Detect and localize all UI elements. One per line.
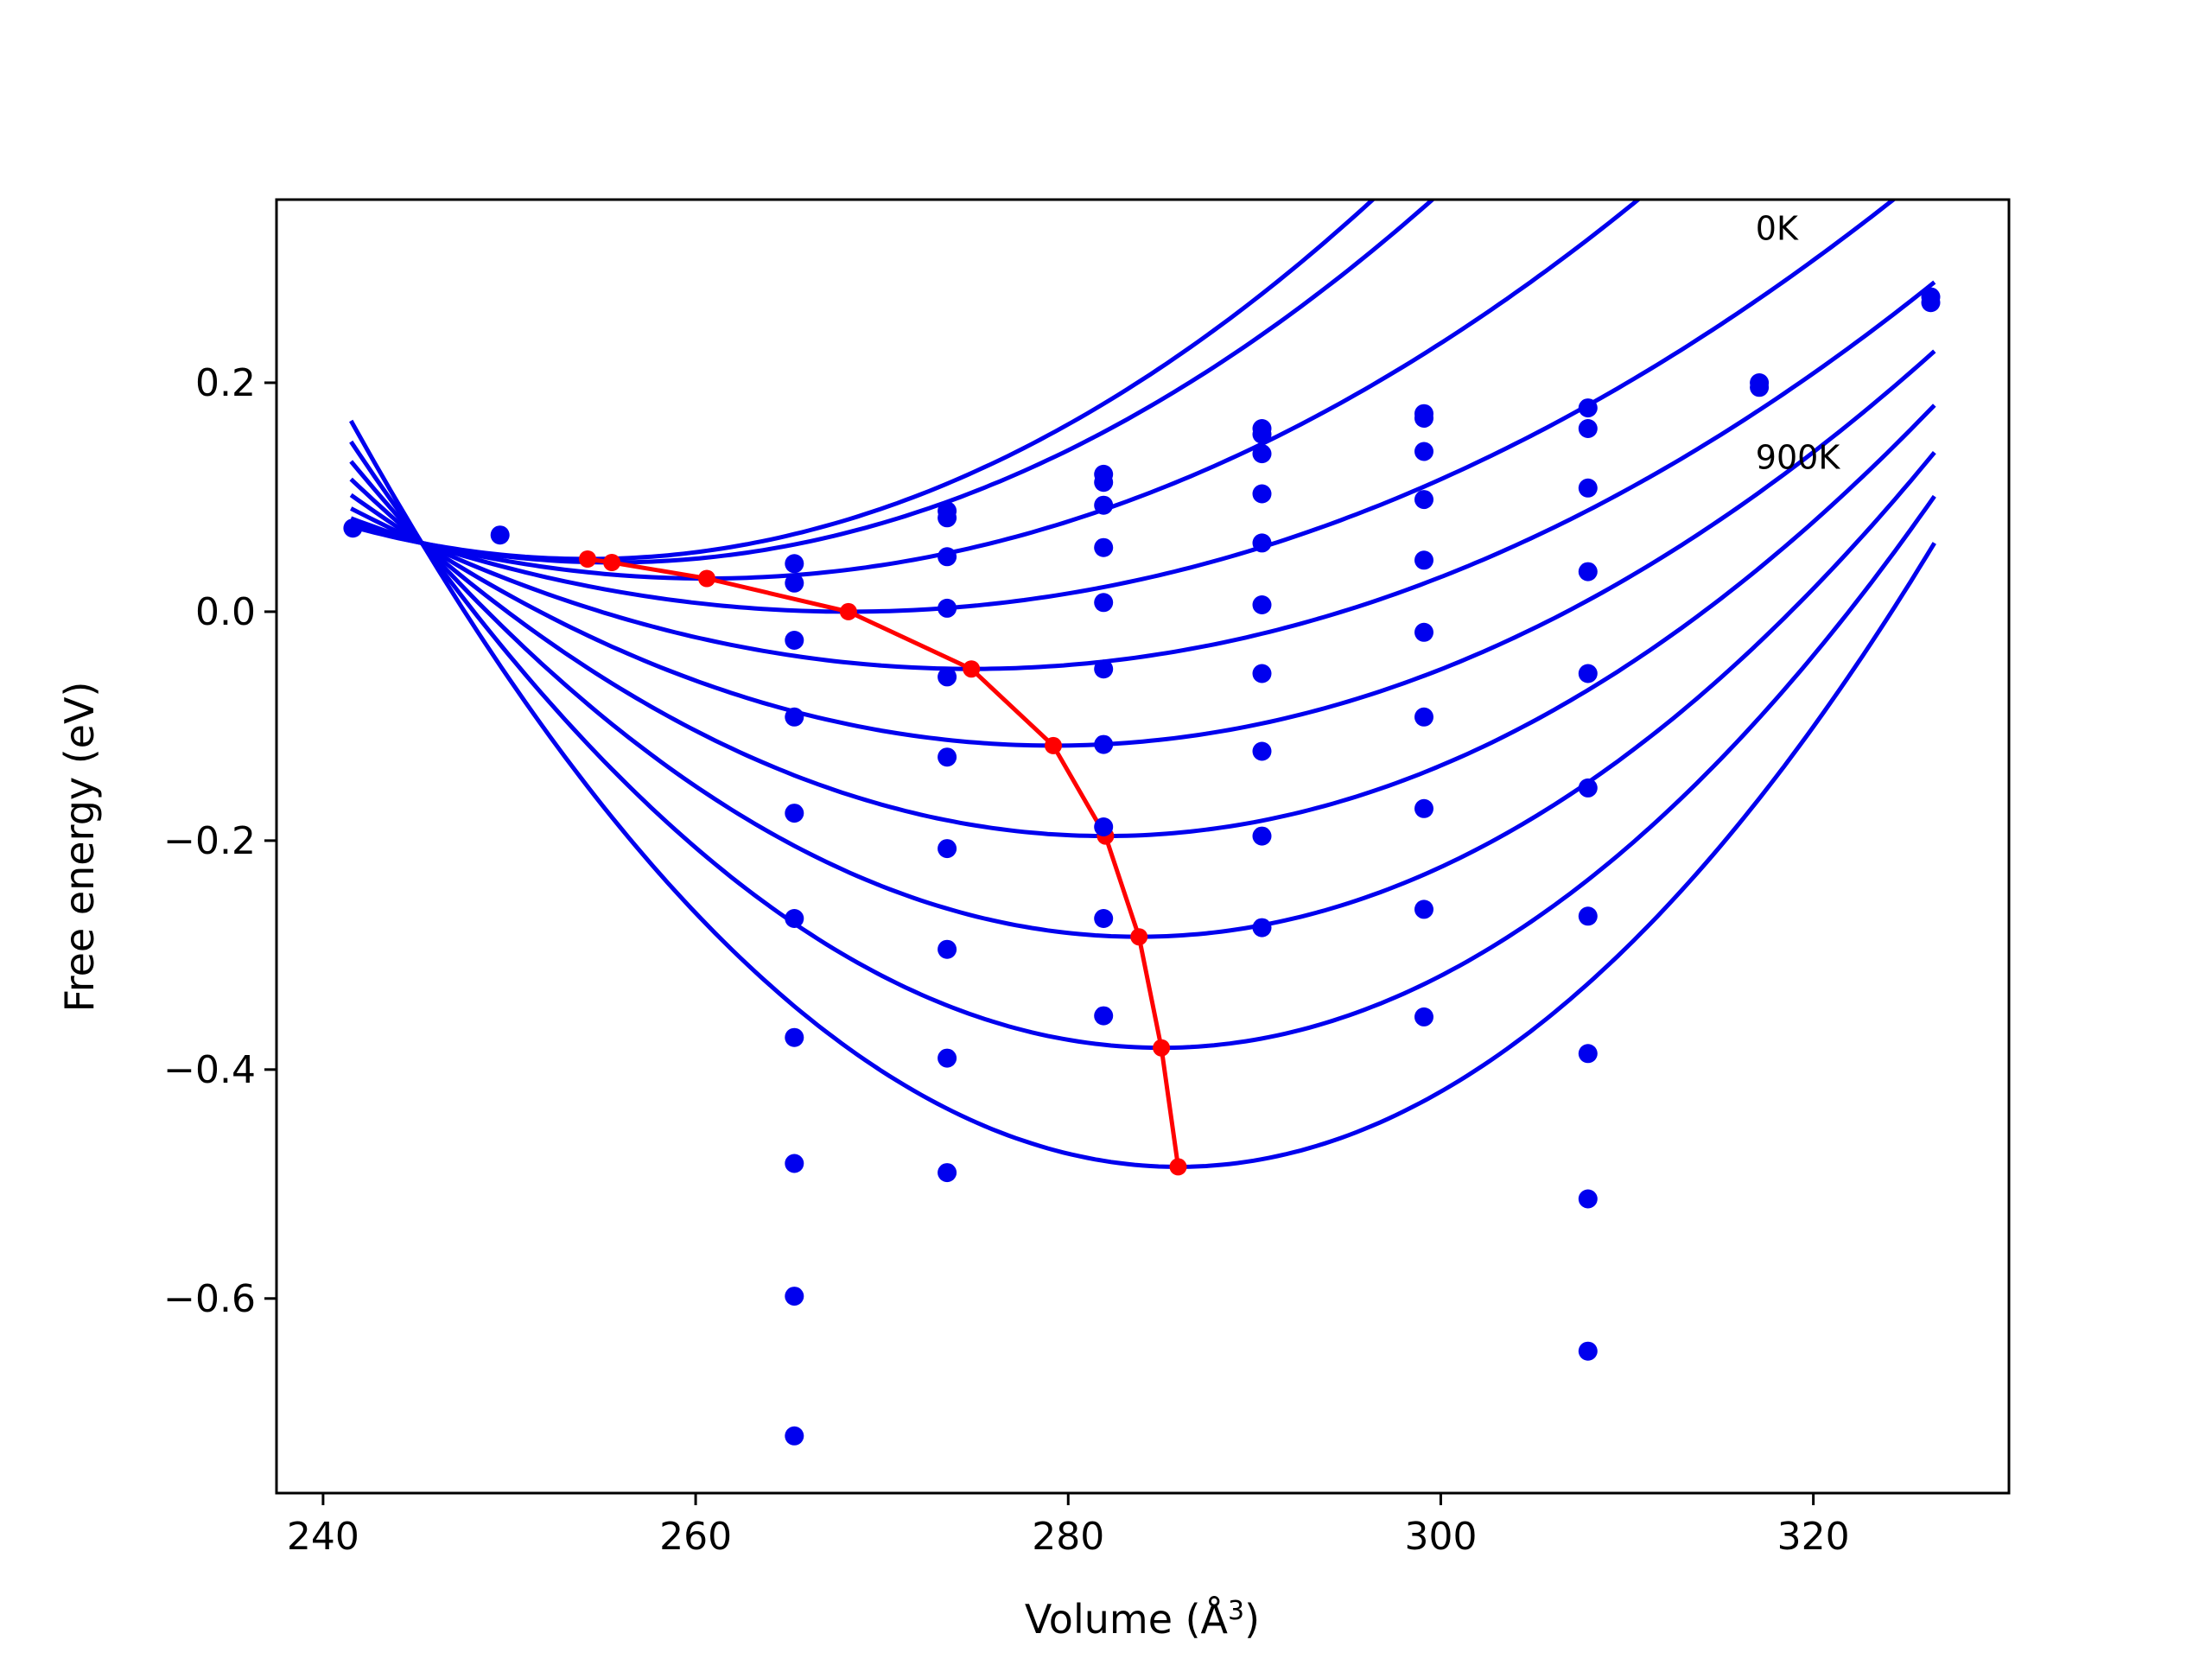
data-point — [1414, 707, 1433, 727]
data-point — [1414, 622, 1433, 642]
data-point — [785, 909, 804, 928]
minimum-path — [579, 550, 1187, 1176]
data-point — [1252, 444, 1272, 464]
fit-curve-6 — [349, 404, 1936, 839]
data-point — [1094, 659, 1114, 679]
data-point — [1252, 424, 1272, 444]
data-point — [785, 1426, 804, 1446]
data-point — [1578, 478, 1598, 498]
minimum-path-line — [587, 556, 1180, 1167]
minimum-point — [839, 602, 857, 620]
data-point — [1094, 495, 1114, 515]
data-point — [1921, 293, 1941, 313]
data-point — [938, 667, 957, 687]
data-point — [1094, 734, 1114, 754]
x-tick-label: 280 — [1032, 1515, 1104, 1559]
fit-curve-9 — [349, 419, 1936, 1169]
data-point — [1414, 442, 1433, 461]
y-tick-label: 0.2 — [195, 361, 256, 405]
plot-frame — [275, 198, 2011, 1495]
fit-curve-4 — [350, 280, 1936, 671]
x-axis-ticks: 240 260 280 300 320 — [287, 1493, 1850, 1559]
data-point — [1252, 484, 1272, 504]
data-point — [1252, 533, 1272, 553]
data-point — [938, 747, 957, 767]
data-point — [785, 1154, 804, 1173]
data-point — [1252, 918, 1272, 938]
data-point — [785, 631, 804, 650]
data-point — [938, 598, 957, 618]
data-point — [1414, 409, 1433, 428]
data-point — [938, 1163, 957, 1183]
fit-curve-8 — [349, 440, 1936, 1051]
data-point — [938, 1048, 957, 1068]
minimum-point — [698, 569, 715, 588]
data-point — [1414, 550, 1433, 570]
x-axis-label: Volume (Å3) — [1025, 1596, 1260, 1643]
minimum-point — [1153, 1039, 1171, 1057]
minimum-point — [579, 550, 596, 568]
data-point — [1094, 537, 1114, 557]
annotation-label: 900K — [1756, 438, 1841, 476]
data-point — [1252, 826, 1272, 846]
data-point — [938, 839, 957, 859]
data-point — [1578, 664, 1598, 683]
data-point — [785, 554, 804, 574]
data-point — [785, 804, 804, 823]
data-points — [343, 287, 1941, 1446]
x-tick-label: 320 — [1777, 1515, 1850, 1559]
minimum-point — [963, 660, 981, 678]
data-point — [1414, 490, 1433, 510]
y-axis-ticks: 0.2 0.0 −0.2 −0.4 −0.6 — [163, 361, 276, 1321]
data-point — [1094, 473, 1114, 493]
data-point — [785, 1287, 804, 1306]
x-tick-label: 240 — [287, 1515, 359, 1559]
minimum-point — [1169, 1158, 1187, 1176]
data-point — [1578, 1189, 1598, 1209]
data-point — [785, 707, 804, 727]
data-point — [1252, 595, 1272, 614]
data-point — [938, 508, 957, 528]
fit-curve-2 — [350, 200, 1642, 581]
data-point — [1578, 1341, 1598, 1361]
data-point — [1750, 378, 1770, 397]
y-tick-label: −0.4 — [163, 1048, 256, 1092]
data-point — [938, 547, 957, 567]
x-tick-label: 300 — [1404, 1515, 1477, 1559]
data-point — [1414, 798, 1433, 818]
data-point — [1414, 1007, 1433, 1027]
data-point — [1094, 817, 1114, 836]
data-point — [1578, 562, 1598, 582]
data-point — [785, 1027, 804, 1047]
annotation-label: 0K — [1756, 209, 1799, 247]
data-point — [1414, 899, 1433, 919]
data-point — [1578, 398, 1598, 418]
fit-curve-3 — [350, 200, 1897, 614]
minimum-point — [603, 554, 621, 571]
data-point — [490, 525, 510, 545]
y-tick-label: −0.2 — [163, 819, 256, 863]
data-point — [1094, 593, 1114, 613]
fit-curve-5 — [349, 349, 1936, 748]
y-tick-label: 0.0 — [195, 590, 256, 634]
minimum-point — [1045, 736, 1062, 754]
minimum-point — [1130, 928, 1148, 946]
data-point — [343, 518, 363, 538]
data-point — [1094, 1006, 1114, 1026]
x-tick-label: 260 — [659, 1515, 732, 1559]
data-point — [1094, 909, 1114, 928]
data-point — [1578, 419, 1598, 438]
data-point — [1252, 741, 1272, 761]
annotations: 0K 900K — [1756, 209, 1841, 476]
data-point — [1578, 1044, 1598, 1064]
data-point — [938, 939, 957, 959]
data-point — [1578, 778, 1598, 798]
data-point — [1578, 906, 1598, 926]
data-point — [785, 573, 804, 593]
y-axis-label: Free energy (eV) — [56, 682, 103, 1013]
y-tick-label: −0.6 — [163, 1277, 256, 1321]
data-point — [1252, 664, 1272, 683]
